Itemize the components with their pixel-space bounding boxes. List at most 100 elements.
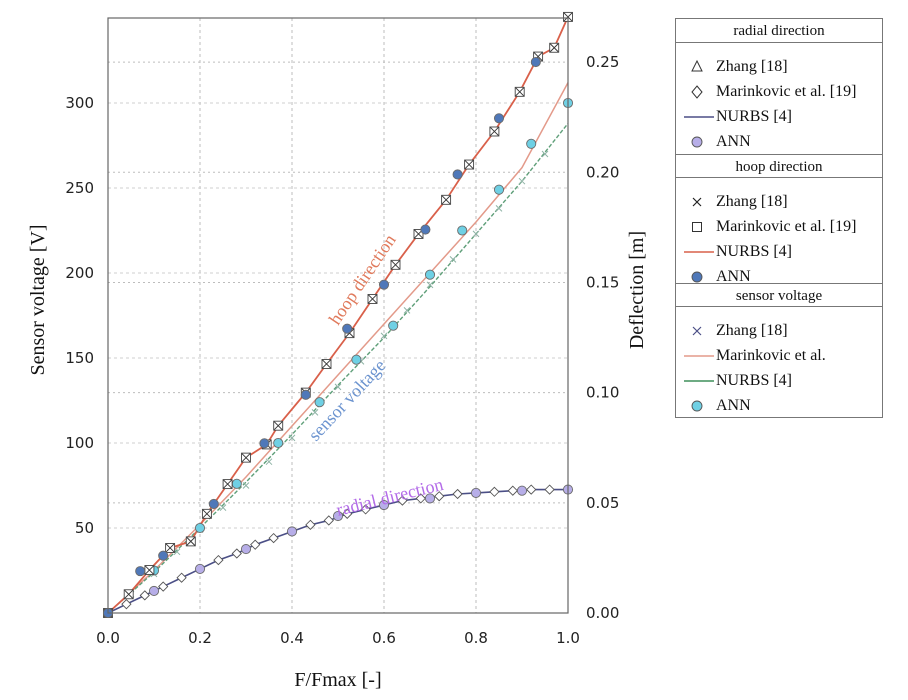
radial-marinkovic-point xyxy=(305,519,316,530)
x-tick-label: 1.0 xyxy=(556,629,580,647)
legend-label: Zhang [18] xyxy=(716,322,788,339)
radial-marinkovic-point xyxy=(397,495,408,506)
sensor-ann-point xyxy=(351,354,362,365)
y2-axis-title: Deflection [m] xyxy=(626,231,648,349)
sensor-ann-point xyxy=(457,225,468,236)
y2-tick-label: 0.05 xyxy=(586,494,619,512)
radial-ann-point xyxy=(194,563,206,574)
radial-ann-point xyxy=(148,585,160,597)
sensor-zhang-point xyxy=(449,256,457,263)
sensor-zhang-point xyxy=(219,504,227,511)
radial-marinkovic-point xyxy=(507,485,518,496)
radial-marinkovic-point xyxy=(231,548,242,559)
hoop-zhang-marinkovic-point-x xyxy=(223,479,232,489)
legend-label: ANN xyxy=(716,397,751,414)
legend-marker-icon xyxy=(684,267,718,287)
y2-tick-label: 0.10 xyxy=(586,384,619,402)
x-tick-label: 0.2 xyxy=(188,629,212,647)
radial-marinkovic-point xyxy=(360,504,371,515)
radial-marinkovic-point xyxy=(434,491,445,502)
legend-group-title: sensor voltage xyxy=(676,283,882,307)
legend-label: NURBS [4] xyxy=(716,108,793,125)
radial-marinkovic-point xyxy=(213,554,224,566)
radial-marinkovic-point xyxy=(342,508,353,519)
curve-label-radial: radial direction xyxy=(334,474,445,520)
y2-tick-label: 0.20 xyxy=(586,163,619,181)
sensor-ann-point xyxy=(194,522,206,534)
sensor-ann-point xyxy=(388,320,399,331)
radial-marinkovic-point xyxy=(452,488,463,500)
radial-ann-point xyxy=(516,485,528,496)
legend-group-title: radial direction xyxy=(676,19,882,43)
sensor-zhang-point xyxy=(265,458,273,466)
radial-ann-point xyxy=(240,544,252,555)
hoop-zhang-marinkovic-point-x xyxy=(186,537,196,546)
radial-ann-point xyxy=(286,526,298,537)
legend-marker-icon xyxy=(684,371,718,391)
legend-entry: NURBS [4] xyxy=(676,369,882,393)
hoop-ann-point xyxy=(452,169,463,180)
legend-marker-icon xyxy=(684,192,718,212)
radial-marinkovic-point xyxy=(121,599,132,610)
legend-entry: ANN xyxy=(676,130,882,154)
hoop-zhang-marinkovic-point-x xyxy=(322,359,331,369)
radial-marinkovic-point xyxy=(526,484,537,495)
legend-entry: Marinkovic et al. [19] xyxy=(676,215,882,239)
legend-marker-icon xyxy=(684,132,718,152)
sensor-ann-point xyxy=(273,437,284,449)
legend-entry: Zhang [18] xyxy=(676,319,882,343)
radial-marinkovic-point xyxy=(323,515,334,526)
ticks: 0.0 0.2 0.4 0.6 0.8 1.0 50 100 150 200 250 300 0.00 0… xyxy=(65,53,619,647)
y-tick-label: 300 xyxy=(65,94,94,112)
legend-label: Marinkovic et al. [19] xyxy=(716,218,857,235)
radial-marinkovic-point xyxy=(176,572,187,583)
hoop-zhang-marinkovic-point-x xyxy=(124,589,134,599)
hoop-zhang-marinkovic-point-x xyxy=(441,195,451,205)
legend-marker-icon xyxy=(684,82,718,102)
hoop-ann-point xyxy=(378,279,390,290)
hoop-zhang-marinkovic-point-x xyxy=(202,509,212,519)
hoop-ann-point xyxy=(259,438,270,449)
hoop-zhang-marinkovic-point-x xyxy=(241,453,251,462)
x-tick-label: 0.0 xyxy=(96,629,120,647)
hoop-ann-point xyxy=(208,498,219,509)
sensor-zhang-point xyxy=(311,409,319,416)
legend-entry: Marinkovic et al. [19] xyxy=(676,80,882,104)
sensor-zhang-point xyxy=(495,205,503,212)
legend-entry: Marinkovic et al. xyxy=(676,344,882,368)
hoop-zhang-marinkovic-point-x xyxy=(165,543,175,553)
radial-marinkovic-point xyxy=(544,484,555,495)
sensor-ann-point xyxy=(493,184,505,195)
sensor-zhang-point xyxy=(403,307,411,314)
legend-label: NURBS [4] xyxy=(716,372,793,389)
radial-ann-point xyxy=(332,510,344,522)
legend-entry: NURBS [4] xyxy=(676,105,882,129)
legend-marker-icon xyxy=(684,107,718,127)
hoop-ann-point xyxy=(342,323,353,334)
legend-label: NURBS [4] xyxy=(716,243,793,260)
legend-marker-icon xyxy=(684,242,718,262)
hoop-zhang-marinkovic-point-x xyxy=(490,127,499,136)
legend-entry: Zhang [18] xyxy=(676,55,882,79)
hoop-ann-point xyxy=(530,57,541,68)
hoop-zhang-marinkovic-point-x xyxy=(549,43,559,53)
legend-label: Zhang [18] xyxy=(716,193,788,210)
radial-marinkovic-point xyxy=(250,539,261,550)
hoop-zhang-marinkovic-point-x xyxy=(368,294,377,304)
radial-marinkovic-point xyxy=(415,493,426,504)
sensor-marinkovic-line xyxy=(107,82,569,614)
hoop-zhang-marinkovic-point-x xyxy=(563,12,573,22)
hoop-ann-point xyxy=(300,389,311,400)
legend-label: Marinkovic et al. [19] xyxy=(716,83,857,100)
y-axis-title: Sensor voltage [V] xyxy=(27,224,49,375)
legend-marker-icon xyxy=(684,57,718,77)
x-tick-label: 0.6 xyxy=(372,629,396,647)
sensor-ann-point xyxy=(424,269,436,280)
sensor-zhang-point xyxy=(426,281,434,289)
sensor-ann-point xyxy=(231,478,242,489)
y-tick-label: 150 xyxy=(65,349,94,367)
y-tick-label: 50 xyxy=(75,519,94,537)
sensor-zhang-point xyxy=(242,482,250,489)
legend-label: Zhang [18] xyxy=(716,58,788,75)
sensor-zhang-point xyxy=(541,150,549,158)
